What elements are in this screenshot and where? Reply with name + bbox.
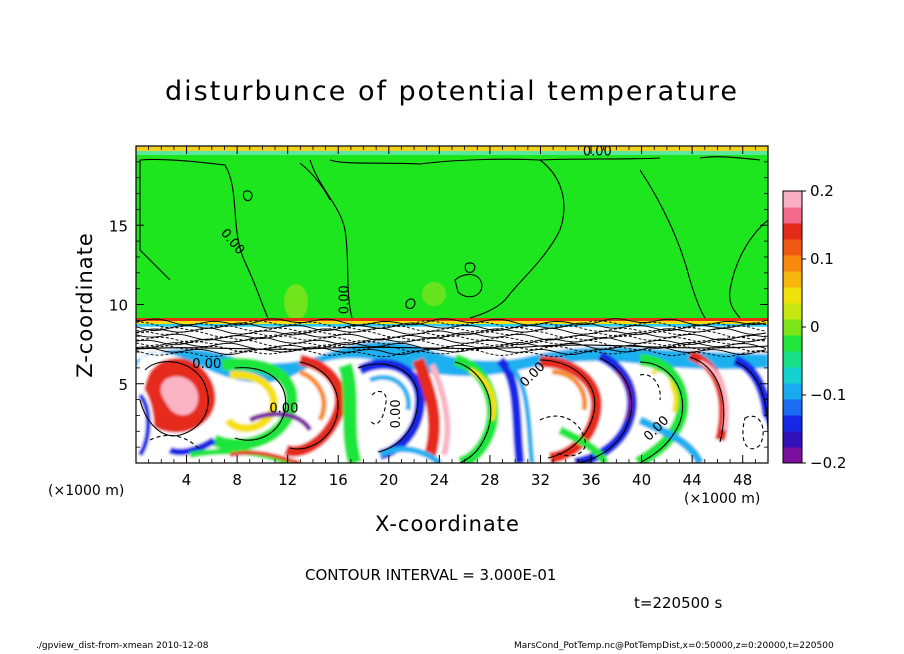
y-tick-label: 10 xyxy=(109,297,128,315)
colorbar-swatch xyxy=(783,287,802,304)
inversion-contour xyxy=(136,330,767,338)
colorbar-swatch xyxy=(783,447,802,464)
inversion-contour xyxy=(136,346,767,355)
inversion-contour xyxy=(136,342,767,350)
x-tick-label: 8 xyxy=(232,471,242,489)
inversion-contour xyxy=(136,320,767,329)
colorbar-swatch xyxy=(783,351,802,368)
y-axis-label: Z-coordinate xyxy=(73,232,97,378)
top-boundary-strip-2 xyxy=(136,151,768,155)
colorbar-swatch xyxy=(783,399,802,416)
x-tick-label: 32 xyxy=(531,471,550,489)
inversion-contour xyxy=(136,327,767,336)
colorbar-swatch xyxy=(783,415,802,432)
inversion-contour xyxy=(136,344,767,353)
inversion-contour xyxy=(136,334,767,343)
inversion-yellow-band xyxy=(136,321,768,324)
colorbar-swatch xyxy=(783,191,802,208)
colorbar-swatch xyxy=(783,383,802,400)
inversion-cyan-band xyxy=(136,324,768,327)
x-axis-label: X-coordinate xyxy=(375,512,520,536)
colorbar-swatch xyxy=(783,319,802,336)
colorbar-tick-label: 0.2 xyxy=(810,182,834,200)
inversion-contour xyxy=(136,332,767,341)
x-tick-label: 24 xyxy=(430,471,449,489)
colorbar-swatch xyxy=(783,367,802,384)
upper-yellow-patch-2 xyxy=(422,282,446,306)
time-stamp: t=220500 s xyxy=(634,594,723,612)
colorbar-tick-label: 0 xyxy=(810,318,820,336)
y-tick-label: 5 xyxy=(118,376,128,394)
x-tick-label: 20 xyxy=(379,471,398,489)
contour-label: 0.00 xyxy=(269,401,298,416)
x-axis: 4 8 12 16 20 24 28 32 36 40 44 48 xyxy=(148,146,756,489)
colorbar-swatch xyxy=(783,335,802,352)
plot-area xyxy=(136,146,768,463)
y-tick-label: 15 xyxy=(109,217,128,235)
footer-left: ./gpview_dist-from-xmean 2010-12-08 xyxy=(36,641,209,651)
contour-label: 0.00 xyxy=(583,145,612,160)
colorbar-swatch xyxy=(783,431,802,448)
x-tick-label: 12 xyxy=(278,471,297,489)
colorbar-swatch xyxy=(783,207,802,224)
colorbar-swatch xyxy=(783,271,802,288)
inversion-contour xyxy=(136,339,767,348)
contour-label: 0.00 xyxy=(337,285,352,314)
chart-title: disturbunce of potential temperature xyxy=(165,76,739,107)
x-tick-label: 48 xyxy=(733,471,752,489)
y-axis: 5 10 15 xyxy=(109,161,768,448)
inversion-contour xyxy=(136,349,767,358)
upper-yellow-patch xyxy=(284,284,308,320)
x-tick-label: 36 xyxy=(581,471,600,489)
colorbar-tick-label: −0.1 xyxy=(810,386,846,404)
contour-label: 0.00 xyxy=(192,357,221,372)
x-tick-label: 28 xyxy=(480,471,499,489)
x-tick-label: 44 xyxy=(683,471,702,489)
colorbar-tick-label: −0.2 xyxy=(810,454,846,472)
colorbar-swatch xyxy=(783,239,802,256)
inversion-contour xyxy=(136,318,767,326)
contour-interval-text: CONTOUR INTERVAL = 3.000E-01 xyxy=(305,566,557,584)
contour-label: 0.00 xyxy=(389,399,404,428)
colorbar: 0.2 0.1 0 −0.1 −0.2 xyxy=(782,182,846,472)
x-unit-label-left: (×1000 m) xyxy=(48,483,125,499)
colorbar-swatch xyxy=(783,303,802,320)
x-tick-label: 16 xyxy=(329,471,348,489)
footer-right: MarsCond_PotTemp.nc@PotTempDist,x=0:5000… xyxy=(514,641,834,651)
x-tick-label: 40 xyxy=(632,471,651,489)
colorbar-swatch xyxy=(783,223,802,240)
inversion-contour xyxy=(136,337,767,346)
colorbar-tick-label: 0.1 xyxy=(810,250,834,268)
upper-field xyxy=(136,146,768,321)
x-tick-label: 4 xyxy=(182,471,192,489)
inversion-contours xyxy=(136,318,767,358)
x-unit-label-right: (×1000 m) xyxy=(684,491,761,507)
colorbar-swatch xyxy=(783,255,802,272)
